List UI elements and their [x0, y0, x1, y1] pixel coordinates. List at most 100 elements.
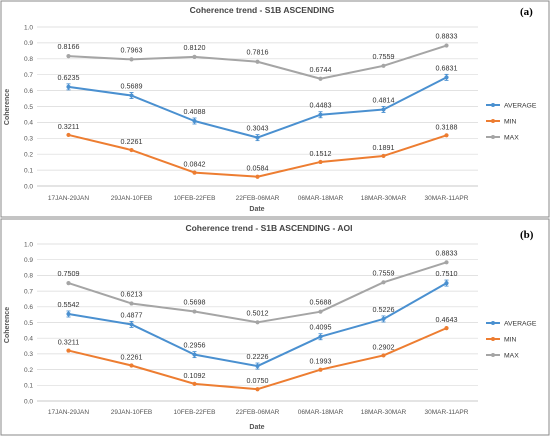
x-tick-label: 22FEB-06MAR — [236, 195, 280, 202]
data-label: 0.2261 — [121, 137, 143, 146]
data-point — [192, 170, 197, 175]
data-label: 0.7559 — [373, 268, 395, 277]
x-tick-label: 10FEB-22FEB — [174, 409, 216, 416]
data-label: 0.2261 — [121, 353, 143, 362]
data-point — [255, 174, 260, 179]
data-label: 0.4095 — [310, 323, 332, 332]
data-point — [318, 159, 323, 165]
data-label: 0.7816 — [247, 48, 269, 57]
x-tick-label: 17JAN-29JAN — [48, 195, 89, 202]
y-tick-label: 0.9 — [24, 257, 33, 264]
data-label: 0.6213 — [121, 289, 143, 298]
x-tick-label: 29JAN-10FEB — [111, 409, 153, 416]
data-label: 0.2902 — [373, 342, 395, 351]
y-tick-label: 0.3 — [24, 351, 33, 358]
y-tick-label: 0.1 — [24, 383, 33, 390]
x-tick-label: 06MAR-18MAR — [298, 409, 344, 416]
y-axis-label: Coherence — [4, 307, 11, 343]
x-tick-label: 30MAR-11APR — [425, 195, 469, 202]
data-label: 0.1891 — [373, 143, 395, 152]
data-point — [66, 281, 71, 286]
data-point — [192, 118, 197, 124]
x-axis-label: Date — [249, 424, 264, 431]
x-tick-label: 10FEB-22FEB — [174, 195, 216, 202]
legend: AVERAGE MIN MAX — [486, 320, 537, 359]
data-label: 0.4088 — [184, 107, 206, 116]
x-axis: 17JAN-29JAN 29JAN-10FEB 10FEB-22FEB 22FEB-0… — [37, 400, 478, 416]
y-tick-label: 0.5 — [24, 320, 33, 327]
data-point — [318, 76, 323, 81]
series-layer: 0.5542 0.4877 0.2956 0.2226 0.4095 0.5226 0.75… — [58, 248, 458, 392]
data-point — [255, 320, 260, 325]
panel-label: (b) — [520, 229, 534, 241]
data-point — [444, 75, 449, 80]
data-label: 0.5012 — [247, 308, 269, 317]
data-label: 0.5542 — [58, 300, 80, 309]
y-tick-label: 0.7 — [24, 72, 33, 79]
y-tick-label: 0.4 — [24, 120, 33, 127]
y-axis: 0.0 0.1 0.2 0.3 0.4 0.5 0.6 0.7 0.8 0.9 1.0 — [24, 241, 33, 405]
data-label: 0.0842 — [184, 160, 206, 169]
chart-panel-a: Coherence trend - S1B ASCENDING (a) 0.00… — [0, 0, 550, 218]
y-tick-label: 0.7 — [24, 288, 33, 295]
data-point — [66, 311, 71, 317]
data-point — [318, 334, 323, 339]
x-axis-label: Date — [249, 206, 264, 213]
data-point — [444, 326, 449, 331]
legend-label: AVERAGE — [504, 102, 537, 109]
data-label: 0.5688 — [310, 298, 332, 307]
data-label: 0.8166 — [58, 42, 80, 51]
data-point — [255, 135, 260, 140]
y-tick-label: 0.5 — [24, 104, 33, 111]
legend-label: AVERAGE — [504, 320, 537, 327]
legend-marker — [491, 103, 495, 107]
x-tick-label: 30MAR-11APR — [425, 409, 469, 416]
data-point — [129, 57, 134, 62]
x-tick-label: 17JAN-29JAN — [48, 409, 89, 416]
data-label: 0.1512 — [310, 149, 332, 158]
legend-label: MAX — [504, 134, 519, 141]
data-point — [129, 301, 134, 306]
data-point — [444, 43, 449, 48]
data-label: 0.7509 — [58, 269, 80, 278]
data-label: 0.8120 — [184, 43, 206, 52]
data-label: 0.7510 — [436, 269, 458, 278]
data-label: 0.6744 — [310, 65, 332, 74]
data-label: 0.7963 — [121, 45, 143, 54]
data-point — [255, 59, 260, 64]
legend-label: MIN — [504, 336, 517, 343]
data-point — [129, 147, 134, 153]
legend-marker — [491, 353, 495, 357]
legend-label: MIN — [504, 118, 517, 125]
y-tick-label: 0.6 — [24, 88, 33, 95]
data-label: 0.5689 — [121, 82, 143, 91]
data-label: 0.3043 — [247, 124, 269, 133]
y-axis: 0.0 0.1 0.2 0.3 0.4 0.5 0.6 0.7 0.8 0.9 1.0 — [24, 24, 33, 190]
y-tick-label: 0.6 — [24, 304, 33, 311]
data-point — [192, 309, 197, 314]
data-point — [318, 112, 323, 117]
x-tick-label: 06MAR-18MAR — [298, 195, 344, 202]
legend-marker — [491, 337, 495, 341]
data-point — [318, 309, 323, 314]
data-label: 0.5698 — [184, 298, 206, 307]
data-point — [129, 322, 134, 327]
data-point — [381, 63, 386, 68]
data-label: 0.4643 — [436, 315, 458, 324]
data-label: 0.6831 — [436, 63, 458, 72]
legend-label: MAX — [504, 352, 519, 359]
y-tick-label: 0.8 — [24, 273, 33, 280]
x-axis: 17JAN-29JAN 29JAN-10FEB 10FEB-22FEB 22FEB-0… — [37, 185, 478, 202]
data-point — [129, 363, 134, 368]
y-tick-label: 0.0 — [24, 398, 33, 405]
data-label: 0.3188 — [436, 122, 458, 131]
data-label: 0.1993 — [310, 357, 332, 366]
data-point — [192, 54, 197, 59]
data-label: 0.8833 — [436, 32, 458, 41]
data-label: 0.0584 — [247, 164, 269, 173]
legend-marker — [491, 135, 495, 139]
data-label: 0.2956 — [184, 341, 206, 350]
data-point — [444, 133, 449, 138]
data-point — [381, 353, 386, 358]
